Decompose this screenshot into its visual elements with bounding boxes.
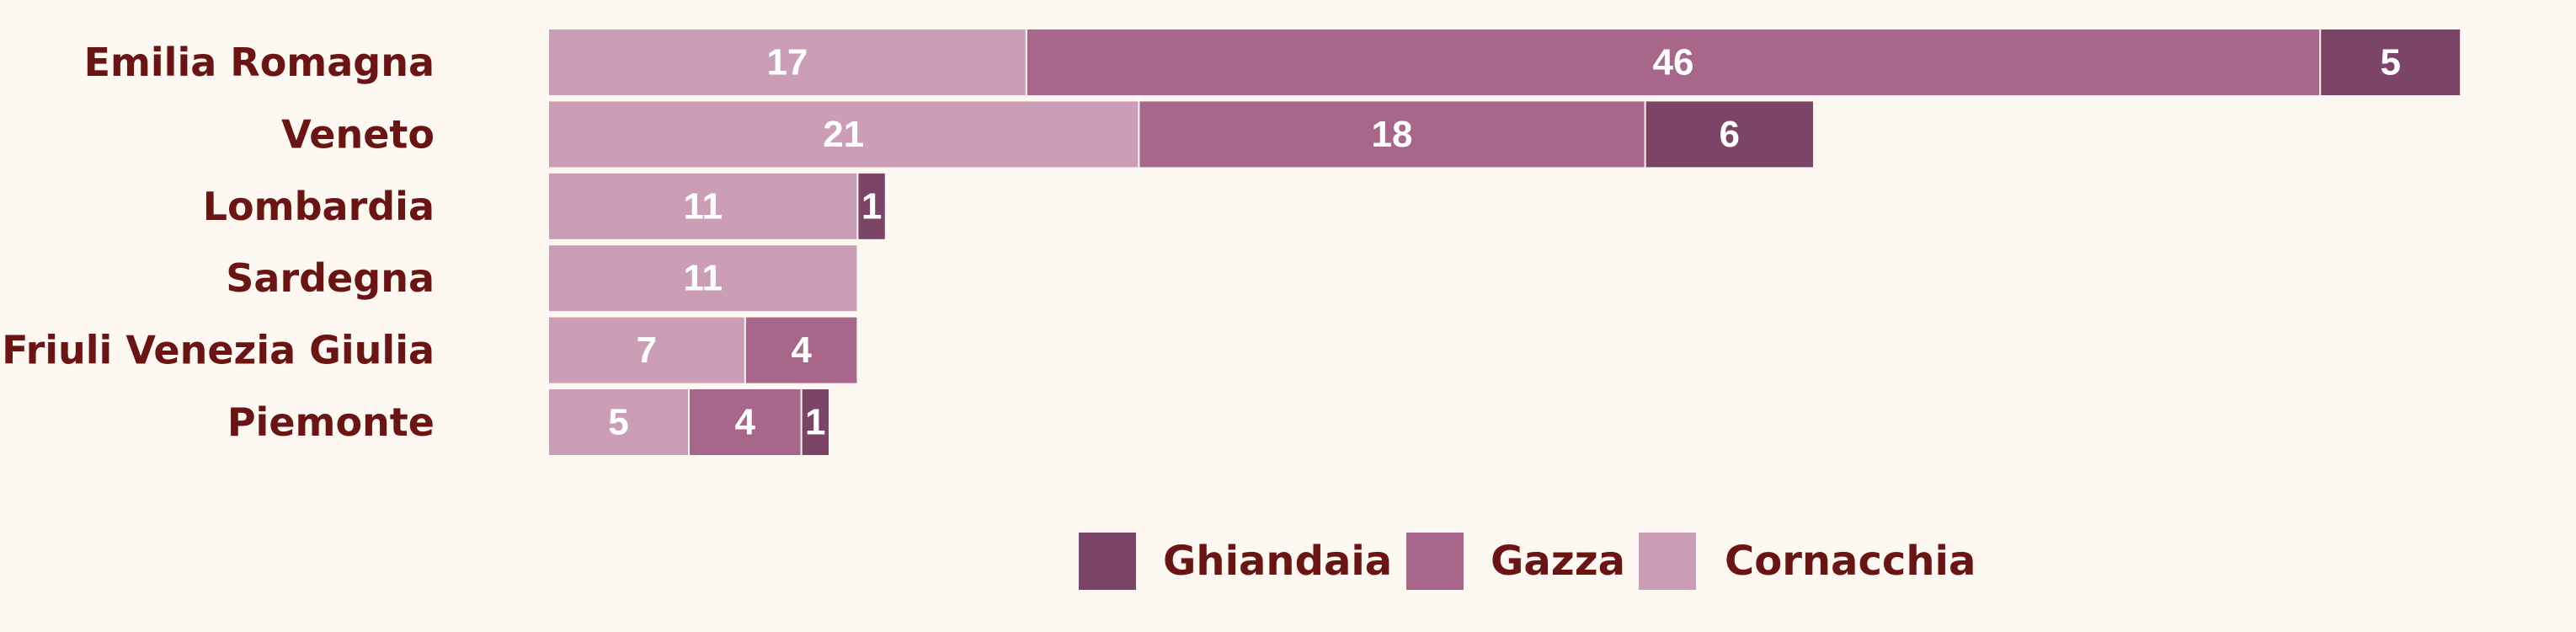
value-label-friuli-venezia-giulia-gazza: 4 [791,329,812,371]
value-label-piemonte-cornacchia: 5 [608,402,628,443]
bar-piemonte-ghiandaia [802,389,829,455]
legend-swatch-cornacchia [1639,533,1696,590]
bar-veneto-ghiandaia [1645,101,1813,168]
value-label-emilia-romagna-gazza: 46 [1653,42,1694,83]
bar-veneto-gazza [1139,101,1645,168]
category-label-sardegna: Sardegna [226,255,435,301]
bar-emilia-romagna-cornacchia [549,29,1026,95]
value-label-sardegna-cornacchia: 11 [683,258,723,299]
value-label-emilia-romagna-cornacchia: 17 [766,42,808,83]
legend-label-gazza: Gazza [1491,538,1625,585]
legend-swatch-gazza [1406,533,1464,590]
legend-label-ghiandaia: Ghiandaia [1163,538,1392,585]
bar-piemonte-gazza [690,389,801,455]
bar-friuli-venezia-giulia-gazza [745,317,857,383]
value-label-piemonte-gazza: 4 [735,402,756,443]
legend-swatch-ghiandaia [1079,533,1136,590]
category-label-friuli-venezia-giulia: Friuli Venezia Giulia [2,328,435,373]
bar-emilia-romagna-gazza [1027,29,2320,95]
legend: Ghiandaia Gazza Cornacchia [1079,533,1976,590]
bar-piemonte-cornacchia [549,389,688,455]
bar-friuli-venezia-giulia-cornacchia [549,317,744,383]
bar-sardegna-cornacchia [549,245,857,312]
category-label-veneto: Veneto [281,111,435,157]
value-label-emilia-romagna-ghiandaia: 5 [2380,42,2400,83]
value-label-veneto-ghiandaia: 6 [1720,114,1740,155]
value-label-lombardia-ghiandaia: 1 [861,185,882,227]
bar-lombardia-ghiandaia [858,173,885,239]
value-label-veneto-gazza: 18 [1372,114,1413,155]
category-labels: Emilia Romagna Veneto Lombardia Sardegna Fri… [2,40,435,445]
category-label-lombardia: Lombardia [203,184,435,229]
category-label-emilia-romagna: Emilia Romagna [84,40,435,85]
value-label-lombardia-cornacchia: 11 [683,185,723,227]
legend-label-cornacchia: Cornacchia [1725,538,1976,585]
bars [549,29,2461,455]
value-label-friuli-venezia-giulia-cornacchia: 7 [637,329,657,371]
bar-veneto-cornacchia [549,101,1139,168]
bar-emilia-romagna-ghiandaia [2321,29,2461,95]
category-label-piemonte: Piemonte [227,399,435,445]
value-label-veneto-cornacchia: 21 [823,114,864,155]
value-label-piemonte-ghiandaia: 1 [805,402,825,443]
bar-lombardia-cornacchia [549,173,857,239]
